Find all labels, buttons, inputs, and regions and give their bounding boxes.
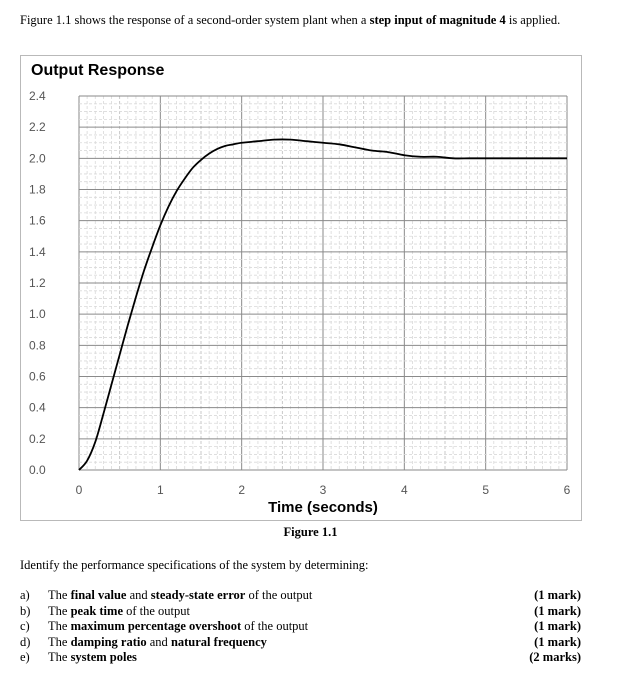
question-intro: Identify the performance specifications …: [20, 558, 369, 572]
question-marks: (1 mark): [534, 603, 581, 618]
question-bold-term: peak time: [70, 603, 123, 618]
question-bold-term: system poles: [70, 650, 137, 664]
y-tick-label: 0.2: [29, 432, 46, 446]
y-tick-label: 0.6: [29, 370, 46, 384]
question-letter: e): [20, 650, 30, 664]
question-text-part: The: [48, 603, 71, 618]
x-tick-label: 6: [564, 483, 571, 497]
question-text-part: The: [48, 588, 71, 602]
chart-frame: Output Response 0.0 0.2 0.4 0.6 0.8 1.0 1.2 1.4…: [20, 55, 582, 521]
question-item: e) The system poles (2 marks): [20, 650, 585, 666]
y-tick-label: 0.8: [29, 338, 46, 352]
y-tick-label: 0.0: [29, 463, 46, 477]
question-text-part: The: [48, 619, 71, 633]
y-tick-label: 0.4: [29, 401, 46, 415]
question-text-part: of the output: [245, 588, 313, 602]
question-text-part: The: [48, 650, 71, 664]
question-text: The damping ratio and natural frequency: [48, 635, 267, 651]
question-bold-term: maximum percentage overshoot: [70, 619, 242, 633]
line-layer: [78, 138, 567, 471]
question-marks: (2 marks): [529, 650, 581, 664]
x-tick-label: 4: [401, 483, 408, 497]
question-bold-term: final value: [70, 588, 127, 602]
question-text-part: The: [48, 634, 71, 649]
x-axis-label: Time (seconds): [268, 499, 378, 516]
intro-paragraph: Figure 1.1 shows the response of a secon…: [20, 12, 600, 29]
question-item: c) The maximum percentage overshoot of th…: [20, 619, 585, 635]
y-tick-label: 1.8: [29, 183, 46, 197]
y-tick-label: 1.2: [29, 276, 46, 290]
question-text: The system poles: [48, 650, 137, 666]
question-list: a) The final value and steady-state error…: [20, 588, 585, 666]
question-letter: b): [20, 603, 31, 618]
y-tick-label: 1.6: [29, 214, 46, 228]
question-text: The peak time of the output: [48, 604, 190, 620]
question-text-part: of the output: [241, 619, 309, 633]
question-bold-term: damping ratio: [70, 634, 147, 649]
y-tick-label: 1.0: [29, 307, 46, 321]
x-tick-label: 3: [320, 483, 327, 497]
question-item: b) The peak time of the output (1 mark): [20, 604, 585, 620]
y-tick-label: 2.2: [29, 120, 46, 134]
intro-bold: step input of magnitude 4: [369, 13, 506, 27]
question-bold-term: natural frequency: [170, 634, 267, 649]
question-text: The final value and steady-state error o…: [48, 588, 312, 604]
intro-text-1: Figure 1.1 shows the response of a secon…: [20, 13, 370, 27]
question-marks: (1 mark): [534, 619, 581, 633]
figure-caption: Figure 1.1: [283, 525, 338, 539]
question-text-part: and: [146, 634, 171, 649]
question-text: The maximum percentage overshoot of the …: [48, 619, 308, 635]
x-tick-label: 2: [238, 483, 245, 497]
question-marks: (1 mark): [534, 588, 581, 602]
question-text-part: and: [126, 588, 151, 602]
x-tick-label: 5: [482, 483, 489, 497]
question-item: a) The final value and steady-state error…: [20, 588, 585, 604]
question-bold-term: steady-state error: [150, 588, 246, 602]
chart-svg: 0.0 0.2 0.4 0.6 0.8 1.0 1.2 1.4 1.6 1.8 2.0 2.2 2.4 0…: [29, 89, 571, 516]
y-tick-label: 2.0: [29, 151, 46, 165]
question-item: d) The damping ratio and natural frequenc…: [20, 635, 585, 651]
tick-layer: 0.0 0.2 0.4 0.6 0.8 1.0 1.2 1.4 1.6 1.8 2.0 2.2 2.4 0…: [29, 89, 571, 497]
grid-layer: [78, 95, 568, 471]
y-tick-label: 1.4: [29, 245, 46, 259]
chart-title: Output Response: [31, 62, 165, 79]
question-letter: c): [20, 619, 30, 633]
question-letter: a): [20, 588, 30, 602]
intro-text-2: is applied.: [505, 13, 561, 27]
x-tick-label: 1: [157, 483, 164, 497]
question-marks: (1 mark): [534, 634, 581, 649]
y-tick-label: 2.4: [29, 89, 46, 103]
x-tick-label: 0: [76, 483, 83, 497]
response-curve: [78, 138, 567, 471]
question-letter: d): [20, 634, 31, 649]
question-text-part: of the output: [123, 603, 191, 618]
